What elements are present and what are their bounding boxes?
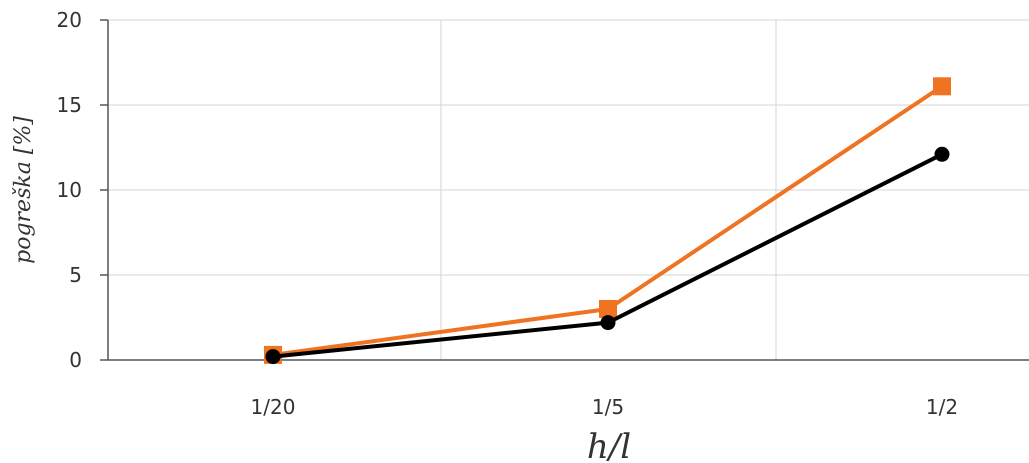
y-tick-label: 20	[57, 8, 82, 32]
y-tick-labels: 0 5 10 15 20	[57, 8, 82, 372]
x-tick-labels: 1/20 1/5 1/2	[251, 395, 959, 419]
y-tick-label: 15	[57, 93, 82, 117]
x-tick-label: 1/20	[251, 395, 296, 419]
x-axis-title: h/l	[587, 427, 631, 463]
x-tick-label: 1/2	[926, 395, 958, 419]
data-point-circle	[934, 146, 950, 162]
grid	[108, 19, 1029, 360]
y-axis-title: pogreška [%]	[11, 116, 36, 264]
series-2	[265, 146, 950, 365]
y-tick-label: 5	[69, 263, 82, 287]
data-point-square	[599, 300, 617, 318]
data-point-circle	[265, 349, 281, 365]
y-tick-label: 10	[57, 178, 82, 202]
y-tick-label: 0	[69, 348, 82, 372]
axes	[100, 19, 1029, 361]
series	[264, 77, 951, 365]
x-tick-label: 1/5	[592, 395, 624, 419]
data-point-square	[933, 77, 951, 96]
data-point-circle	[600, 315, 616, 331]
